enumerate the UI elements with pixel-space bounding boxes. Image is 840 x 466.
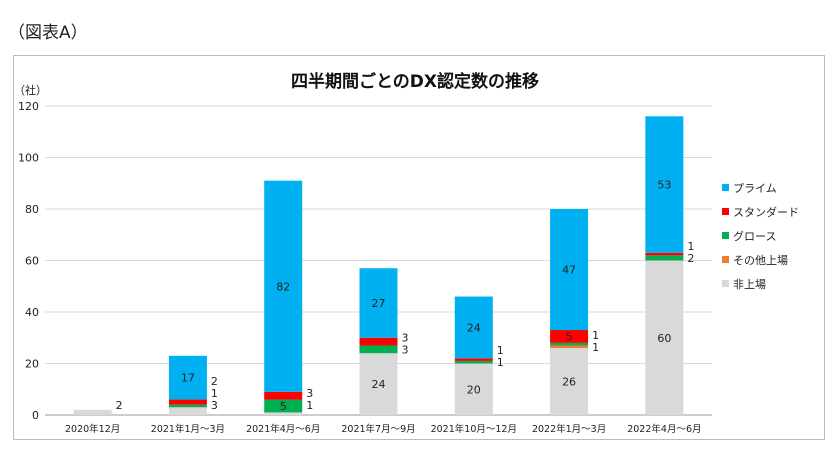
bar-segment (645, 116, 684, 253)
bar-segment (645, 252, 684, 256)
data-label: 27 (372, 297, 386, 310)
data-label: 47 (562, 264, 576, 277)
x-tick-label: 2021年10月～12月 (431, 423, 517, 435)
bar-segment (454, 363, 493, 415)
bar-segment (168, 355, 207, 400)
bar-segment (454, 296, 493, 359)
data-label: 1 (497, 344, 504, 357)
data-label: 2 (116, 399, 123, 412)
bar-segment (359, 353, 398, 415)
data-label: 24 (372, 378, 386, 391)
x-tick-label: 2021年4月～6月 (246, 423, 320, 435)
y-tick-label: 20 (25, 358, 39, 371)
y-tick-label: 100 (18, 152, 39, 165)
data-label: 3 (211, 399, 218, 412)
legend-label: プライム (733, 182, 777, 195)
x-tick-label: 2021年7月～9月 (341, 423, 415, 435)
bar-segment (359, 345, 398, 354)
y-axis-label: （社） (14, 83, 47, 97)
y-tick-label: 60 (25, 255, 39, 268)
data-label: 2 (687, 252, 694, 265)
bar-segment (264, 180, 303, 392)
data-label: 26 (562, 376, 576, 389)
data-label: 1 (306, 399, 313, 412)
legend-label: 非上場 (733, 278, 766, 291)
data-label: 5 (280, 400, 287, 413)
data-label: 82 (276, 280, 290, 293)
bar-segment (550, 342, 589, 346)
bar-segment (645, 255, 684, 261)
bar-segment (454, 360, 493, 364)
data-label: 53 (657, 179, 671, 192)
bar-segment (550, 330, 589, 343)
data-label: 20 (467, 383, 481, 396)
data-label: 3 (402, 331, 409, 344)
x-tick-label: 2022年1月～3月 (532, 423, 606, 435)
data-label: 24 (467, 321, 481, 334)
legend-swatch (722, 208, 729, 215)
bar-segment (454, 358, 493, 361)
x-tick-label: 2022年4月～6月 (627, 423, 701, 435)
y-tick-label: 120 (18, 100, 39, 113)
bar-segment (168, 407, 207, 415)
figure-label: （図表A） (8, 23, 88, 43)
data-label: 2 (211, 375, 218, 388)
legend-label: スタンダード (733, 205, 799, 219)
bar-segment (550, 209, 589, 331)
chart-title: 四半期間ごとのDX認定数の推移 (291, 71, 539, 92)
data-label: 3 (402, 343, 409, 356)
legend-swatch (722, 280, 729, 287)
bar-segment (264, 412, 303, 415)
data-label: 1 (211, 387, 218, 400)
data-label: 60 (657, 332, 671, 345)
data-label: 3 (306, 387, 313, 400)
bar-segment (550, 345, 589, 349)
bar-segment (550, 348, 589, 415)
legend-label: その他上場 (733, 254, 788, 267)
y-tick-label: 0 (32, 409, 39, 422)
data-label: 1 (687, 240, 694, 253)
chart-frame (13, 55, 825, 440)
bar-segment (264, 399, 303, 413)
data-label: 1 (592, 329, 599, 342)
bar-segment (359, 337, 398, 346)
legend-label: グロース (733, 229, 776, 243)
x-tick-label: 2020年12月 (65, 423, 120, 435)
data-label: 5 (566, 330, 573, 343)
bar-segment (645, 260, 684, 415)
bar-segment (168, 404, 207, 408)
y-tick-label: 40 (25, 306, 39, 319)
x-tick-label: 2021年1月～3月 (151, 423, 225, 435)
bar-segment (359, 268, 398, 338)
legend-swatch (722, 232, 729, 239)
y-tick-label: 80 (25, 203, 39, 216)
data-label: 1 (497, 356, 504, 369)
legend-swatch (722, 256, 729, 263)
bar-segment (264, 391, 303, 400)
bar-segment (73, 409, 112, 415)
data-label: 17 (181, 372, 195, 385)
bar-segment (168, 399, 207, 405)
data-label: 1 (592, 341, 599, 354)
legend-swatch (722, 184, 729, 191)
